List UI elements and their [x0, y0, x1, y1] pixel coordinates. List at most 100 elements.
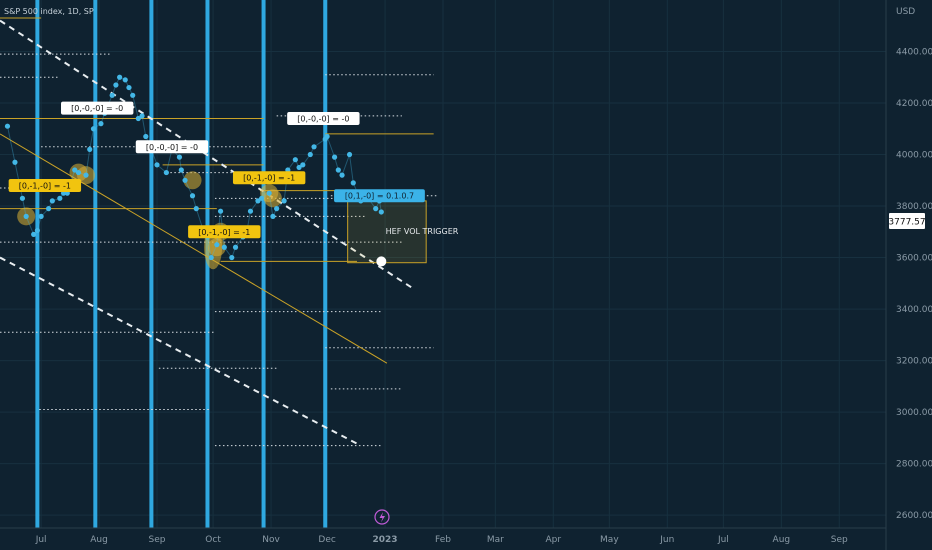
vol-trigger-label: HEF VOL TRIGGER: [386, 227, 459, 236]
price-point: [208, 254, 214, 261]
price-point: [214, 242, 220, 248]
annotation-box: [232, 171, 306, 185]
dashed-trendline: [0, 256, 362, 447]
annotation-label: [0,-1,-0] = -1: [19, 181, 71, 190]
x-tick-label: 2023: [373, 535, 398, 545]
annotation-box: [334, 189, 425, 203]
annotation-box: [135, 140, 209, 154]
price-point: [57, 195, 63, 201]
price-point: [300, 162, 306, 168]
y-tick-label: 2600.00: [896, 511, 932, 521]
price-point: [350, 180, 356, 186]
price-point: [255, 198, 261, 204]
annotation-label: [0,-0,-0] = -0: [297, 114, 349, 123]
price-point: [270, 213, 276, 219]
x-tick-label: Sep: [831, 535, 848, 545]
annotation-box: [8, 178, 82, 192]
price-point: [346, 151, 353, 158]
highlight-halo: [263, 189, 282, 208]
annotation-box: [287, 111, 360, 125]
price-point: [193, 206, 199, 212]
y-tick-label: 3600.00: [896, 254, 932, 264]
y-tick-label: 3800.00: [896, 202, 932, 212]
dashed-trendline: [0, 19, 414, 290]
price-point: [189, 193, 196, 199]
x-tick-label: Aug: [90, 535, 108, 545]
price-point: [83, 172, 89, 178]
price-point: [266, 190, 272, 196]
y-tick-label: 3200.00: [896, 357, 932, 367]
price-point: [38, 213, 44, 219]
y-tick-label: 3000.00: [896, 408, 932, 418]
price-point: [117, 74, 123, 80]
price-point: [182, 177, 188, 183]
annotation-label: [0,1,-0] = 0.1.0.7: [345, 192, 414, 201]
price-point: [324, 133, 330, 140]
vol-trigger-zone: [347, 200, 427, 264]
x-tick-label: Dec: [318, 535, 335, 545]
price-point: [4, 123, 11, 129]
lightning-icon[interactable]: [374, 509, 390, 525]
last-price-value: 3777.57: [888, 218, 925, 228]
x-tick-label: Jul: [717, 535, 729, 545]
y-tick-label: 3400.00: [896, 305, 932, 315]
x-tick-label: Oct: [205, 535, 221, 545]
price-point: [274, 206, 280, 212]
price-point: [19, 195, 26, 201]
price-point: [135, 115, 141, 122]
price-point: [34, 227, 40, 234]
price-point: [31, 231, 37, 237]
price-point: [49, 198, 55, 204]
price-point: [126, 84, 132, 91]
y-tick-label: 4000.00: [896, 151, 932, 161]
y-tick-label: 4400.00: [896, 48, 932, 58]
annotation-label: [0,-1,-0] = -1: [243, 174, 295, 183]
x-tick-label: Nov: [262, 535, 280, 545]
x-tick-label: Feb: [435, 535, 451, 545]
price-point: [139, 113, 145, 119]
symbol-title: S&P 500 index, 1D, SP: [4, 7, 94, 16]
x-tick-label: Jul: [35, 535, 47, 545]
y-tick-label: 4200.00: [896, 99, 932, 109]
annotation-label: [0,-1,-0] = -1: [198, 228, 250, 237]
x-tick-label: May: [600, 535, 619, 545]
annotation-label: [0,-0,-0] = -0: [146, 143, 198, 152]
price-point: [45, 206, 52, 212]
price-point: [12, 159, 18, 165]
x-tick-label: Sep: [149, 535, 166, 545]
x-tick-label: Aug: [773, 535, 791, 545]
price-point: [247, 208, 254, 214]
price-point: [311, 144, 317, 150]
price-point: [98, 121, 104, 127]
highlight-halo: [183, 171, 202, 190]
annotation-box: [188, 225, 261, 239]
x-tick-label: Apr: [545, 535, 561, 545]
price-point: [178, 167, 184, 173]
y-tick-label: 2800.00: [896, 460, 932, 470]
price-point: [232, 244, 239, 250]
last-price-tag: 3777.57: [888, 213, 926, 229]
price-point: [113, 82, 119, 88]
price-point: [109, 92, 115, 98]
price-point: [335, 167, 341, 173]
price-point: [75, 169, 82, 176]
price-point: [259, 195, 265, 201]
x-tick-label: Jun: [659, 535, 674, 545]
price-point: [176, 154, 183, 160]
price-point: [122, 77, 128, 83]
price-point: [229, 254, 235, 261]
price-point: [87, 146, 93, 152]
price-point: [281, 198, 287, 204]
price-point: [143, 133, 149, 140]
price-point: [378, 209, 384, 215]
price-point: [331, 154, 338, 160]
annotation-box: [60, 101, 134, 115]
price-point: [292, 157, 298, 163]
price-point: [90, 126, 97, 132]
price-point: [154, 162, 160, 168]
price-point: [296, 164, 302, 171]
annotation-label: [0,-0,-0] = -0: [71, 104, 123, 113]
